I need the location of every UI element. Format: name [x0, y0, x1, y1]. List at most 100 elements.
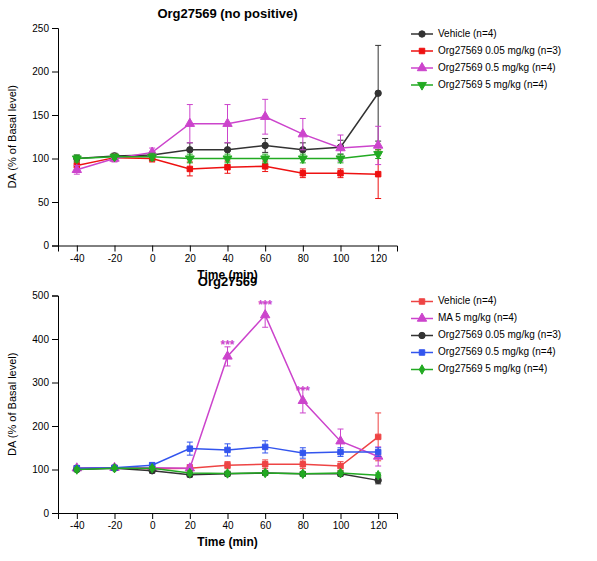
- x-tick-label: -40: [70, 253, 85, 264]
- y-axis-title: DA (% of Basal level): [6, 353, 18, 456]
- series-line: [77, 447, 378, 468]
- legend-marker: [417, 313, 426, 321]
- x-tick-mark: [152, 246, 153, 252]
- data-point: [260, 111, 269, 119]
- x-tick-label: 100: [333, 520, 350, 531]
- y-tick: 200: [32, 66, 58, 77]
- data-point: [262, 462, 267, 467]
- x-tick: 40: [222, 246, 234, 264]
- y-tick-mark: [52, 339, 58, 340]
- x-tick: 60: [260, 246, 272, 264]
- x-tick-label: 60: [260, 520, 272, 531]
- legend-item: MA 5 mg/kg (n=4): [411, 312, 517, 323]
- x-tick: 0: [150, 513, 156, 531]
- x-tick: 0: [150, 246, 156, 264]
- y-tick-label: 50: [38, 197, 50, 208]
- series-line: [77, 437, 378, 469]
- data-point: [185, 156, 194, 164]
- y-tick-mark: [52, 159, 58, 160]
- x-tick: 120: [370, 246, 387, 264]
- x-tick-mark: [341, 246, 342, 252]
- x-axis-line: [59, 514, 398, 520]
- error-bar: [375, 447, 381, 466]
- data-point: [336, 156, 345, 164]
- y-tick-label: 250: [32, 23, 49, 34]
- data-point: [223, 351, 232, 359]
- y-tick-mark: [52, 426, 58, 427]
- x-axis-title: Time (min): [197, 535, 257, 549]
- x-tick-mark: [77, 246, 78, 252]
- series-line: [77, 93, 378, 158]
- x-tick-label: 120: [370, 253, 387, 264]
- x-tick-mark: [190, 513, 191, 519]
- legend-marker: [419, 299, 424, 304]
- x-tick-label: -40: [70, 520, 85, 531]
- x-tick-mark: [303, 513, 304, 519]
- panel: -40-20020406080100120050100150200250Org2…: [6, 6, 561, 282]
- x-tick-mark: [265, 246, 266, 252]
- x-tick-label: 60: [260, 253, 272, 264]
- x-tick: 40: [222, 513, 234, 531]
- x-tick-label: -20: [108, 253, 123, 264]
- y-tick-label: 100: [32, 153, 49, 164]
- y-axis-line: [52, 29, 59, 247]
- legend-marker: [418, 82, 427, 90]
- y-tick: 0: [43, 508, 58, 519]
- data-point: [110, 154, 119, 162]
- legend-label: Vehicle (n=4): [438, 295, 497, 306]
- data-point: [110, 153, 119, 161]
- data-point: [336, 143, 345, 151]
- legend-item: Org27569 5 mg/kg (n=4): [411, 79, 547, 90]
- x-tick: 100: [333, 246, 350, 264]
- data-point: [72, 164, 81, 172]
- x-tick-mark: [303, 246, 304, 252]
- legend-item: Org27569 5 mg/kg (n=4): [411, 363, 547, 374]
- data-point: [224, 147, 230, 153]
- data-point: [338, 468, 343, 477]
- data-point: [185, 118, 194, 126]
- y-tick: 100: [32, 464, 58, 475]
- legend: Vehicle (n=4) MA 5 mg/kg (n=4) Org27569 0.…: [411, 295, 561, 374]
- error-bar: [225, 444, 231, 456]
- data-point: [225, 164, 230, 169]
- data-point: [225, 462, 230, 467]
- data-point: [225, 469, 230, 478]
- x-tick-mark: [378, 246, 379, 252]
- annotation: ***: [296, 384, 310, 398]
- y-tick-mark: [52, 72, 58, 73]
- legend-label: Org27569 0.05 mg/kg (n=3): [438, 329, 561, 340]
- error-bar: [300, 448, 306, 458]
- data-point: [262, 468, 267, 477]
- data-point: [187, 468, 192, 477]
- x-tick-label: 120: [370, 520, 387, 531]
- data-point: [223, 118, 232, 126]
- data-point: [375, 171, 380, 176]
- data-point: [225, 447, 230, 452]
- y-axis: 050100150200250: [32, 23, 58, 252]
- x-tick-label: 0: [150, 520, 156, 531]
- y-tick-label: 400: [32, 334, 49, 345]
- error-bar: [338, 448, 344, 457]
- x-tick-mark: [152, 513, 153, 519]
- series: [74, 465, 382, 484]
- annotation: ***: [258, 298, 272, 312]
- data-point: [187, 446, 192, 451]
- data-point: [374, 152, 383, 160]
- legend-item: Vehicle (n=4): [411, 28, 497, 39]
- error-bar: [225, 462, 231, 469]
- x-tick-label: 20: [185, 253, 197, 264]
- error-bar: [375, 448, 381, 457]
- legend-label: Org27569 0.5 mg/kg (n=4): [438, 62, 556, 73]
- title: Org27569 (no positive): [157, 6, 297, 21]
- data-point: [300, 450, 305, 455]
- data-point: [298, 156, 307, 164]
- data-point: [187, 147, 193, 153]
- series-line: [77, 468, 378, 480]
- data-point: [300, 469, 305, 478]
- data-point: [223, 156, 232, 164]
- y-tick: 100: [32, 153, 58, 164]
- x-tick: -20: [108, 513, 123, 531]
- data-point: [336, 436, 345, 444]
- x-axis: -40-20020406080100120: [59, 246, 398, 264]
- x-tick-mark: [341, 513, 342, 519]
